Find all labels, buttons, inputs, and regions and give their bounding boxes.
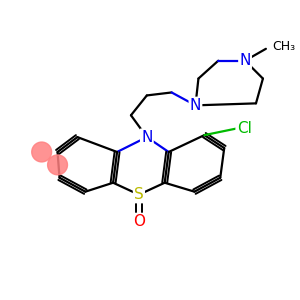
Text: N: N [190,98,201,113]
Text: N: N [239,53,251,68]
Text: Cl: Cl [237,121,251,136]
Text: O: O [133,214,145,229]
Text: S: S [134,187,144,202]
Circle shape [48,155,68,175]
Circle shape [32,142,52,162]
Text: N: N [141,130,152,145]
Text: CH₃: CH₃ [272,40,295,53]
